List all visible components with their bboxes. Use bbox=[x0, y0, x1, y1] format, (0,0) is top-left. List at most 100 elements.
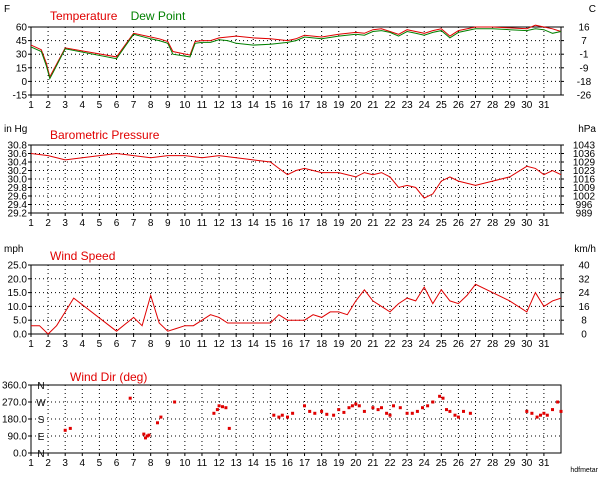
temp-x-tick-label: 26 bbox=[453, 100, 465, 111]
winddir-data-point bbox=[68, 426, 72, 430]
wind-x-tick-label: 30 bbox=[521, 339, 533, 350]
temp-x-tick-label: 15 bbox=[265, 100, 277, 111]
winddir-data-point bbox=[453, 413, 457, 417]
wind-x-tick-label: 9 bbox=[165, 339, 171, 350]
winddir-compass-label: S bbox=[38, 415, 45, 426]
temp-x-tick-label: 21 bbox=[367, 100, 379, 111]
wind-plot-area bbox=[30, 264, 562, 335]
temp-x-tick-label: 20 bbox=[350, 100, 362, 111]
pressure-left-tick-label: 30.6 bbox=[8, 149, 28, 160]
wind-x-tick-label: 23 bbox=[402, 339, 414, 350]
winddir-data-point bbox=[421, 406, 424, 410]
winddir-x-tick-label: 7 bbox=[131, 458, 137, 469]
pressure-left-tick-label: 29.6 bbox=[8, 192, 28, 203]
wind-left-tick-label: 15.0 bbox=[8, 288, 28, 299]
winddir-data-point bbox=[371, 406, 375, 410]
winddir-data-point bbox=[415, 409, 419, 413]
temp-series-line-temperature bbox=[30, 24, 562, 79]
pressure-x-tick-label: 27 bbox=[470, 218, 482, 229]
temp-x-tick-label: 31 bbox=[538, 100, 550, 111]
wind-x-tick-label: 15 bbox=[265, 339, 277, 350]
winddir-compass-label: W bbox=[36, 398, 46, 409]
pressure-right-unit: hPa bbox=[578, 124, 596, 135]
winddir-x-tick-label: 2 bbox=[45, 458, 51, 469]
winddir-data-point bbox=[303, 404, 306, 408]
winddir-data-point bbox=[221, 405, 224, 409]
winddir-data-point bbox=[145, 434, 149, 438]
winddir-x-tick-label: 30 bbox=[521, 458, 533, 469]
pressure-x-tick-label: 30 bbox=[521, 218, 533, 229]
winddir-data-point bbox=[308, 409, 312, 413]
wind-right-tick-label: 32 bbox=[578, 274, 590, 285]
temp-right-tick-label: 16 bbox=[578, 23, 590, 34]
temp-x-tick-label: 9 bbox=[165, 100, 171, 111]
temp-left-tick-label: -15 bbox=[13, 91, 28, 102]
winddir-x-tick-label: 26 bbox=[453, 458, 465, 469]
temp-x-tick-label: 1 bbox=[28, 100, 34, 111]
pressure-left-tick-label: 30.4 bbox=[8, 158, 28, 169]
temp-x-tick-label: 2 bbox=[45, 100, 51, 111]
wind-left-tick-label: 0.0 bbox=[13, 330, 27, 341]
temp-x-tick-label: 30 bbox=[521, 100, 533, 111]
temp-right-tick-label: 7 bbox=[581, 36, 587, 47]
wind-x-tick-label: 8 bbox=[148, 339, 154, 350]
pressure-right-tick-label: 1016 bbox=[573, 175, 596, 186]
temp-title-part: Temperature bbox=[50, 9, 118, 23]
winddir-data-point bbox=[445, 408, 448, 412]
winddir-data-point bbox=[448, 409, 452, 413]
pressure-x-tick-label: 16 bbox=[282, 218, 294, 229]
winddir-data-point bbox=[147, 433, 151, 437]
winddir-data-point bbox=[362, 409, 366, 413]
pressure-right-tick-label: 1009 bbox=[573, 183, 596, 194]
winddir-x-tick-label: 3 bbox=[62, 458, 68, 469]
pressure-x-tick-label: 14 bbox=[248, 218, 260, 229]
pressure-right-tick-label: 996 bbox=[576, 200, 593, 211]
winddir-data-point bbox=[320, 409, 324, 413]
wind-x-tick-label: 6 bbox=[114, 339, 120, 350]
winddir-x-tick-label: 1 bbox=[28, 458, 34, 469]
wind-left-tick-label: 25.0 bbox=[8, 261, 28, 272]
wind-x-tick-label: 2 bbox=[45, 339, 51, 350]
winddir-data-point bbox=[398, 406, 402, 410]
temp-x-tick-label: 13 bbox=[231, 100, 243, 111]
temp-left-tick-label: 0 bbox=[21, 77, 27, 88]
winddir-data-point bbox=[342, 410, 346, 414]
wind-x-tick-label: 1 bbox=[28, 339, 34, 350]
winddir-data-point bbox=[280, 413, 284, 417]
winddir-data-point bbox=[144, 436, 147, 440]
wind-series-line-wind-speed bbox=[31, 283, 562, 335]
winddir-x-tick-label: 15 bbox=[265, 458, 277, 469]
pressure-x-tick-label: 3 bbox=[62, 218, 68, 229]
pressure-right-tick-label: 1029 bbox=[573, 158, 596, 169]
winddir-data-point bbox=[535, 415, 539, 419]
winddir-data-point bbox=[357, 404, 361, 408]
temp-x-tick-label: 28 bbox=[487, 100, 499, 111]
winddir-data-point bbox=[142, 432, 146, 436]
pressure-x-tick-label: 29 bbox=[504, 218, 516, 229]
pressure-left-tick-label: 30.8 bbox=[8, 141, 28, 152]
winddir-data-point bbox=[539, 413, 542, 417]
temp-title-part: Dew Point bbox=[131, 9, 186, 23]
pressure-x-tick-label: 22 bbox=[384, 218, 396, 229]
pressure-x-tick-label: 9 bbox=[165, 218, 171, 229]
winddir-data-point bbox=[525, 409, 529, 413]
wind-right-tick-label: 8 bbox=[581, 316, 587, 327]
winddir-left-tick-label: 360.0 bbox=[2, 381, 27, 392]
winddir-x-tick-label: 22 bbox=[384, 458, 396, 469]
winddir-x-tick-label: 14 bbox=[248, 458, 260, 469]
winddir-x-tick-label: 9 bbox=[165, 458, 171, 469]
winddir-compass-label: N bbox=[37, 449, 44, 460]
winddir-data-point bbox=[385, 411, 389, 415]
winddir-data-point bbox=[542, 411, 546, 415]
winddir-x-tick-label: 21 bbox=[367, 458, 379, 469]
temp-left-unit: F bbox=[4, 4, 10, 15]
temp-left-tick-label: 60 bbox=[16, 23, 28, 34]
pressure-left-tick-label: 29.2 bbox=[8, 209, 28, 220]
wind-x-tick-label: 27 bbox=[470, 339, 482, 350]
winddir-data-point bbox=[405, 411, 409, 415]
winddir-data-point bbox=[392, 404, 395, 408]
wind-right-tick-label: 16 bbox=[578, 302, 590, 313]
pressure-x-tick-label: 23 bbox=[402, 218, 414, 229]
temp-left-tick-label: 30 bbox=[16, 50, 28, 61]
